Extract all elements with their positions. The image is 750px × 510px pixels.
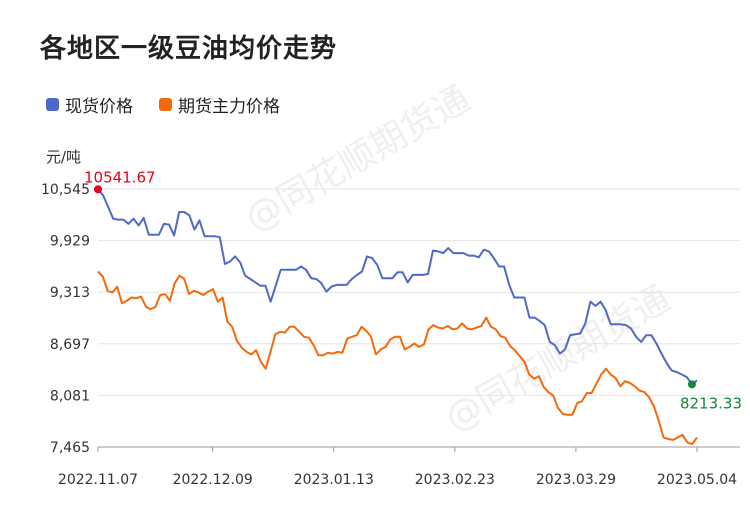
legend: 现货价格 期货主力价格 (46, 92, 306, 117)
annotation-point (687, 380, 696, 389)
y-tick-label: 9,929 (50, 234, 90, 250)
x-tick-label: 2023.02.23 (415, 472, 495, 488)
x-tick-label: 2022.12.09 (173, 472, 253, 488)
y-tick-label: 9,313 (50, 285, 90, 301)
legend-swatch-spot (46, 98, 59, 111)
y-axis-unit-label: 元/吨 (46, 148, 82, 166)
series-line-futures (97, 270, 698, 446)
chart-title: 各地区一级豆油均价走势 (40, 34, 338, 64)
x-tick-label: 2023.01.13 (294, 472, 374, 488)
series-line-spot (97, 188, 698, 386)
annotation-label: 10541.67 (84, 168, 156, 186)
x-tick-label: 2023.05.04 (657, 472, 737, 488)
annotation-point (94, 185, 102, 194)
annotation-label: 8213.33 (680, 394, 742, 412)
legend-item-spot[interactable]: 现货价格 (46, 92, 133, 117)
y-tick-label: 8,081 (50, 388, 90, 404)
legend-label-spot: 现货价格 (65, 97, 133, 117)
y-tick-label: 7,465 (50, 440, 90, 456)
legend-swatch-futures (159, 98, 172, 111)
legend-item-futures[interactable]: 期货主力价格 (159, 92, 280, 117)
legend-label-futures: 期货主力价格 (178, 97, 280, 117)
x-tick-label: 2022.11.07 (58, 472, 138, 488)
x-tick-label: 2023.03.29 (536, 472, 616, 488)
y-tick-label: 10,545 (41, 182, 90, 198)
y-tick-label: 8,697 (50, 337, 90, 353)
